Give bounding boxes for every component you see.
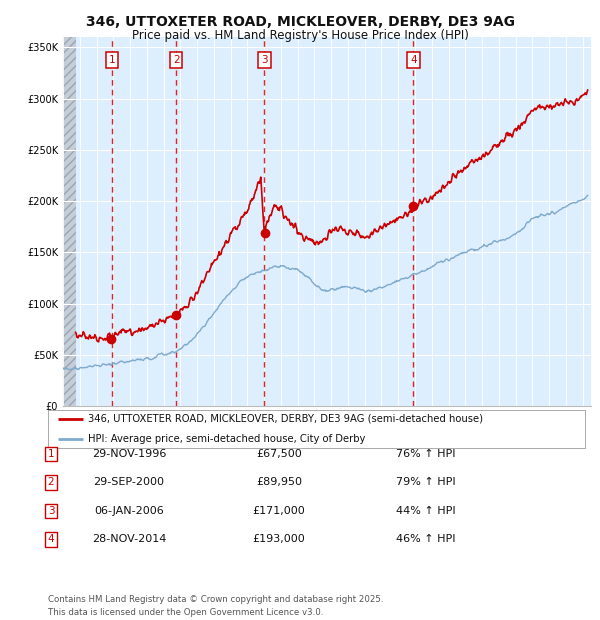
Text: HPI: Average price, semi-detached house, City of Derby: HPI: Average price, semi-detached house,…	[88, 435, 365, 445]
Text: 46% ↑ HPI: 46% ↑ HPI	[396, 534, 455, 544]
Text: 346, UTTOXETER ROAD, MICKLEOVER, DERBY, DE3 9AG: 346, UTTOXETER ROAD, MICKLEOVER, DERBY, …	[86, 16, 515, 30]
Text: 06-JAN-2006: 06-JAN-2006	[94, 506, 164, 516]
Text: 44% ↑ HPI: 44% ↑ HPI	[396, 506, 455, 516]
Text: £193,000: £193,000	[253, 534, 305, 544]
Text: £171,000: £171,000	[253, 506, 305, 516]
Text: 1: 1	[47, 449, 55, 459]
Text: 79% ↑ HPI: 79% ↑ HPI	[396, 477, 455, 487]
Text: 4: 4	[410, 55, 417, 64]
Text: 2: 2	[47, 477, 55, 487]
Text: 76% ↑ HPI: 76% ↑ HPI	[396, 449, 455, 459]
Text: 4: 4	[47, 534, 55, 544]
Text: 2: 2	[173, 55, 179, 64]
Text: Contains HM Land Registry data © Crown copyright and database right 2025.
This d: Contains HM Land Registry data © Crown c…	[48, 595, 383, 617]
Text: 29-SEP-2000: 29-SEP-2000	[94, 477, 164, 487]
Text: 29-NOV-1996: 29-NOV-1996	[92, 449, 166, 459]
Text: 346, UTTOXETER ROAD, MICKLEOVER, DERBY, DE3 9AG (semi-detached house): 346, UTTOXETER ROAD, MICKLEOVER, DERBY, …	[88, 414, 483, 423]
Text: 3: 3	[261, 55, 268, 64]
Bar	[63, 37, 76, 406]
Text: 3: 3	[47, 506, 55, 516]
Text: 28-NOV-2014: 28-NOV-2014	[92, 534, 166, 544]
Text: Price paid vs. HM Land Registry's House Price Index (HPI): Price paid vs. HM Land Registry's House …	[131, 29, 469, 42]
Text: £89,950: £89,950	[256, 477, 302, 487]
Text: £67,500: £67,500	[256, 449, 302, 459]
Text: 1: 1	[109, 55, 115, 64]
